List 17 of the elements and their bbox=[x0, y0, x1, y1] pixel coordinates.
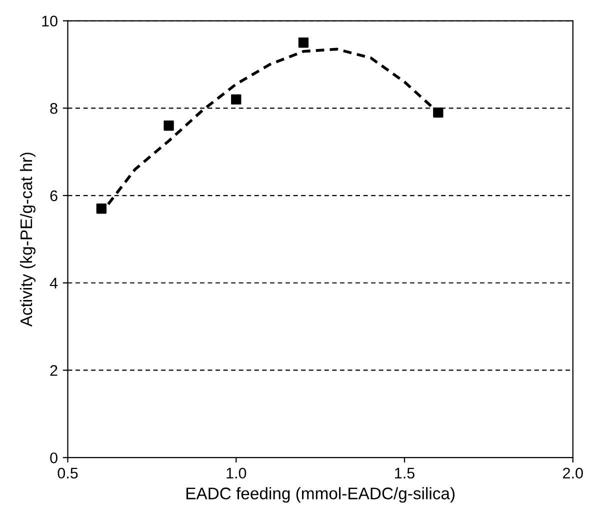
x-tick-label: 0.5 bbox=[58, 468, 78, 479]
y-axis-title: Activity (kg-PE/g-cat hr) bbox=[20, 152, 36, 327]
x-tick-label: 2.0 bbox=[563, 468, 583, 479]
y-tick-label: 8 bbox=[50, 103, 58, 114]
x-tick-label: 1.0 bbox=[226, 468, 246, 479]
point bbox=[433, 107, 444, 118]
y-tick-label: 2 bbox=[50, 365, 58, 376]
y-tick-label: 10 bbox=[42, 16, 58, 26]
point bbox=[164, 120, 174, 131]
x-tick-label: 1.5 bbox=[395, 468, 414, 479]
point bbox=[96, 204, 107, 214]
y-tick-label: 6 bbox=[50, 190, 58, 202]
point bbox=[298, 38, 309, 48]
point bbox=[231, 94, 242, 105]
x-axis-title: EADC feeding (mmol-EADC/g-silica) bbox=[186, 487, 455, 503]
y-tick-label: 0 bbox=[50, 452, 58, 464]
y-tick-label: 4 bbox=[50, 278, 58, 288]
